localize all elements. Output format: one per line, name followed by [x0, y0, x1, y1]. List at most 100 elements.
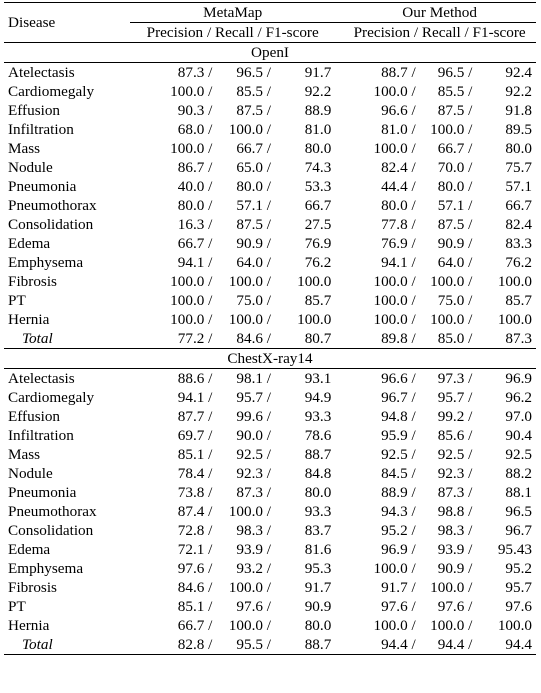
metamap-f1-cell: 85.7	[304, 292, 332, 309]
header-row-2: Precision / Recall / F1-score Precision …	[4, 22, 536, 43]
our-recall-cell: 75.0 /	[437, 292, 473, 309]
our-precision-cell: 96.7 /	[381, 389, 416, 406]
table-row: Fibrosis 100.0 / 100.0 / 100.0 100.0 / 100.0 …	[4, 272, 536, 291]
our-f1-cell: 95.7	[505, 579, 532, 596]
disease-name: Edema	[8, 235, 51, 252]
metamap-precision-cell: 68.0 /	[177, 121, 213, 138]
our-recall-cell: 85.0 /	[415, 329, 473, 349]
table-row: PT 100.0 / 75.0 / 85.7 100.0 / 75.0 / 85.7	[4, 291, 536, 310]
our-f1-cell: 97.6	[505, 598, 532, 615]
our-f1-cell: 92.2	[505, 83, 532, 100]
metamap-f1-cell: 88.9	[304, 102, 332, 119]
disease-header: Disease	[4, 2, 125, 43]
disease-name: Atelectasis	[8, 370, 75, 387]
our-f1-cell: 76.2	[505, 254, 532, 271]
our-recall-cell: 100.0 /	[430, 273, 473, 290]
our-f1-cell: 95.2	[505, 560, 532, 577]
metamap-recall-cell: 64.0 /	[236, 254, 271, 271]
table-row: Infiltration 68.0 / 100.0 / 81.0 81.0 / 100.0…	[4, 120, 536, 139]
metamap-recall-cell: 100.0 /	[228, 121, 271, 138]
disease-name: Mass	[8, 446, 41, 463]
our-f1-cell: 80.0	[505, 140, 532, 157]
our-recall-cell: 100.0 /	[430, 311, 473, 328]
our-precision-cell: 94.8 /	[381, 408, 416, 425]
disease-name: Consolidation	[8, 522, 94, 539]
metamap-f1-cell: 78.6	[304, 427, 332, 444]
our-recall-cell: 93.9 /	[437, 541, 473, 558]
table-row: Effusion 90.3 / 87.5 / 88.9 96.6 / 87.5 / 91.8	[4, 101, 536, 120]
our-precision-cell: 100.0 /	[373, 311, 416, 328]
our-recall-cell: 95.7 /	[437, 389, 473, 406]
our-recall-cell: 85.6 /	[437, 427, 473, 444]
our-f1-cell: 57.1	[505, 178, 532, 195]
our-f1-cell: 85.7	[505, 292, 532, 309]
table-row: PT 85.1 / 97.6 / 90.9 97.6 / 97.6 / 97.6	[4, 597, 536, 616]
our-f1-cell: 88.2	[505, 465, 532, 482]
metamap-f1-cell: 91.7	[304, 64, 332, 81]
disease-name: Pneumothorax	[8, 197, 97, 214]
total-label: Total	[4, 635, 125, 655]
disease-name: Infiltration	[8, 121, 74, 138]
disease-name: Emphysema	[8, 560, 84, 577]
metamap-recall-cell: 100.0 /	[228, 579, 271, 596]
metamap-f1-cell: 80.0	[304, 484, 332, 501]
metamap-f1-cell: 100.0	[297, 311, 332, 328]
disease-name: Hernia	[8, 617, 50, 634]
our-f1-cell: 82.4	[505, 216, 532, 233]
table-row: Infiltration 69.7 / 90.0 / 78.6 95.9 / 85.6 /…	[4, 426, 536, 445]
our-recall-cell: 100.0 /	[430, 121, 473, 138]
disease-name: Mass	[8, 140, 41, 157]
metamap-precision-cell: 97.6 /	[177, 560, 213, 577]
table-row: Pneumothorax 80.0 / 57.1 / 66.7 80.0 / 57.1 /…	[4, 196, 536, 215]
metamap-recall-cell: 93.9 /	[236, 541, 271, 558]
section-title: OpenI	[4, 42, 536, 63]
table-row: Cardiomegaly 100.0 / 85.5 / 92.2 100.0 / 85.5…	[4, 82, 536, 101]
table-row: Nodule 86.7 / 65.0 / 74.3 82.4 / 70.0 / 75.7	[4, 158, 536, 177]
metamap-precision-cell: 78.4 /	[177, 465, 213, 482]
group-header-metamap: MetaMap	[130, 2, 336, 23]
our-recall-cell: 87.5 /	[437, 216, 473, 233]
metamap-precision-cell: 82.8 /	[130, 635, 213, 655]
table-row: Mass 85.1 / 92.5 / 88.7 92.5 / 92.5 / 92.5	[4, 445, 536, 464]
table-row: Consolidation 16.3 / 87.5 / 27.5 77.8 / 87.5 …	[4, 215, 536, 234]
our-precision-cell: 80.0 /	[381, 197, 416, 214]
metamap-f1-cell: 92.2	[304, 83, 332, 100]
metamap-f1-cell: 93.3	[304, 503, 332, 520]
table-row: Nodule 78.4 / 92.3 / 84.8 84.5 / 92.3 / 88.2	[4, 464, 536, 483]
metamap-recall-cell: 95.7 /	[236, 389, 271, 406]
metamap-precision-cell: 86.7 /	[177, 159, 213, 176]
metamap-f1-cell: 76.9	[304, 235, 332, 252]
metamap-recall-cell: 80.0 /	[236, 178, 271, 195]
table-row: Hernia 100.0 / 100.0 / 100.0 100.0 / 100.0 / 1…	[4, 310, 536, 329]
section-title: ChestX-ray14	[4, 348, 536, 369]
subheader-metamap: Precision / Recall / F1-score	[130, 22, 336, 43]
our-precision-cell: 100.0 /	[373, 83, 416, 100]
disease-name: Consolidation	[8, 216, 94, 233]
our-f1-cell: 92.5	[505, 446, 532, 463]
our-recall-cell: 97.3 /	[437, 370, 473, 387]
our-f1-cell: 94.4	[472, 635, 536, 655]
metamap-precision-cell: 100.0 /	[170, 273, 213, 290]
metamap-f1-cell: 81.6	[304, 541, 332, 558]
metamap-recall-cell: 90.9 /	[236, 235, 271, 252]
our-recall-cell: 92.3 /	[437, 465, 473, 482]
our-precision-cell: 77.8 /	[381, 216, 416, 233]
results-table-wrapper: Disease MetaMap Our Method Precision / R…	[4, 2, 536, 655]
metamap-recall-cell: 93.2 /	[236, 560, 271, 577]
our-recall-cell: 100.0 /	[430, 617, 473, 634]
metamap-f1-cell: 91.7	[304, 579, 332, 596]
our-f1-cell: 96.5	[505, 503, 532, 520]
table-row: Atelectasis 87.3 / 96.5 / 91.7 88.7 / 96.5 / 9…	[4, 63, 536, 83]
row-spacer	[124, 635, 131, 655]
our-recall-cell: 64.0 /	[437, 254, 473, 271]
our-precision-cell: 95.2 /	[381, 522, 416, 539]
metamap-precision-cell: 100.0 /	[170, 140, 213, 157]
our-f1-cell: 66.7	[505, 197, 532, 214]
metamap-recall-cell: 66.7 /	[236, 140, 271, 157]
our-precision-cell: 96.9 /	[381, 541, 416, 558]
metamap-recall-cell: 95.5 /	[212, 635, 271, 655]
metamap-f1-cell: 93.1	[304, 370, 332, 387]
table-row: Hernia 66.7 / 100.0 / 80.0 100.0 / 100.0 / 100…	[4, 616, 536, 635]
disease-name: Cardiomegaly	[8, 389, 95, 406]
our-precision-cell: 100.0 /	[373, 140, 416, 157]
